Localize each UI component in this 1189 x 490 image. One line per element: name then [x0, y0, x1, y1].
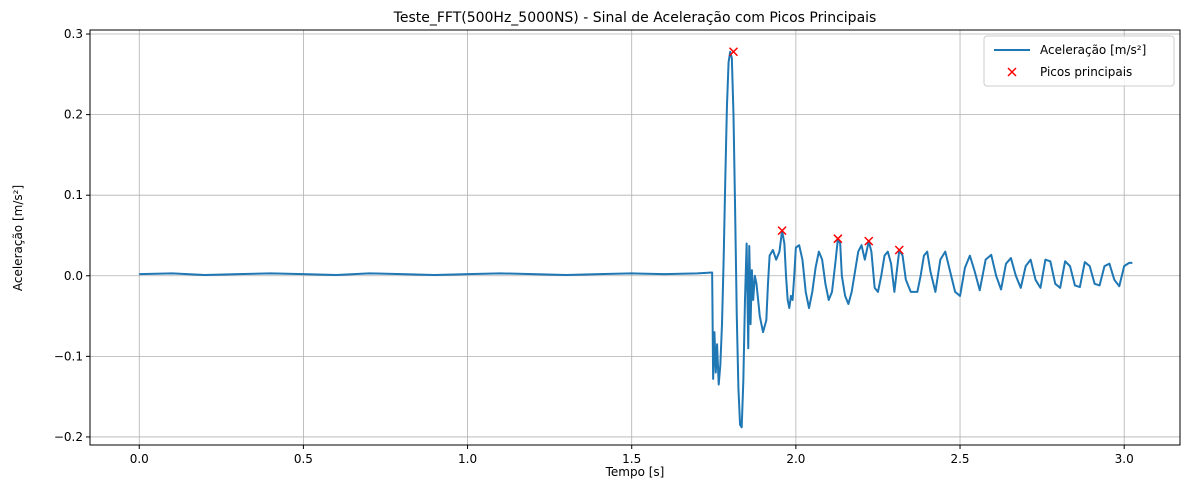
x-tick-label: 0.0: [130, 452, 149, 466]
legend: Aceleração [m/s²] Picos principais: [983, 35, 1175, 87]
x-tick-label: 2.5: [950, 452, 969, 466]
y-axis-label: Aceleração [m/s²]: [11, 185, 25, 291]
acceleration-series-line: [139, 50, 1133, 429]
y-ticks: −0.2 −0.1 0.0 0.1 0.2 0.3: [54, 27, 90, 444]
x-axis-label: Tempo [s]: [605, 465, 665, 479]
y-tick-label: 0.2: [64, 108, 83, 122]
peak-marker: [777, 226, 787, 236]
peak-marker: [894, 245, 904, 255]
legend-box: [983, 35, 1175, 87]
x-ticks: 0.0 0.5 1.0 1.5 2.0 2.5 3.0: [130, 445, 1134, 466]
y-tick-label: 0.1: [64, 188, 83, 202]
chart-title: Teste_FFT(500Hz_5000NS) - Sinal de Acele…: [393, 10, 877, 26]
x-tick-label: 2.0: [786, 452, 805, 466]
y-tick-label: −0.2: [54, 430, 83, 444]
legend-label-acceleration: Aceleração [m/s²]: [1040, 43, 1146, 57]
grid: [90, 30, 1180, 445]
y-tick-label: 0.0: [64, 269, 83, 283]
legend-x-marker: [1007, 67, 1017, 77]
peak-marker: [728, 47, 739, 57]
legend-label-peaks: Picos principais: [1040, 65, 1132, 79]
x-tick-label: 1.5: [622, 452, 641, 466]
x-tick-label: 0.5: [294, 452, 313, 466]
series-layer: [139, 47, 1133, 429]
plot-frame: [89, 29, 1181, 446]
peak-marker: [833, 234, 843, 244]
peak-marker: [864, 236, 874, 246]
y-tick-label: −0.1: [54, 349, 83, 363]
x-tick-label: 3.0: [1115, 452, 1134, 466]
y-tick-label: 0.3: [64, 27, 83, 41]
x-tick-label: 1.0: [458, 452, 477, 466]
